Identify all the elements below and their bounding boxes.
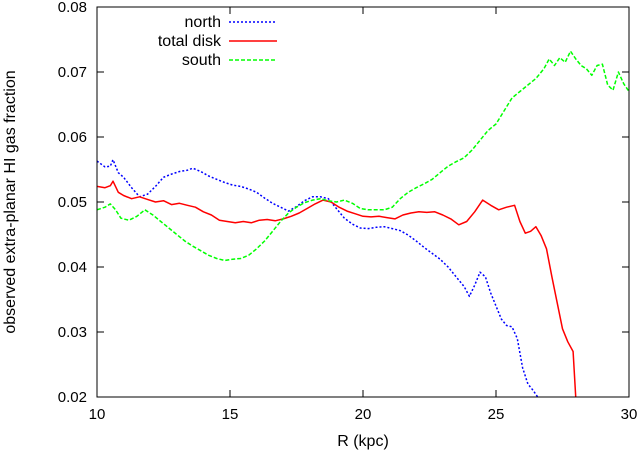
series-line-north: [97, 158, 539, 397]
x-tick-label: 25: [488, 406, 505, 423]
series-line-total-disk: [97, 180, 577, 397]
legend-label: south: [182, 52, 221, 69]
x-tick-label: 30: [621, 406, 638, 423]
x-axis-title: R (kpc): [337, 433, 389, 450]
series-line-south: [97, 50, 629, 262]
x-tick-label: 10: [89, 406, 106, 423]
y-tick-label: 0.07: [58, 64, 87, 81]
legend-label: total disk: [158, 33, 222, 50]
y-axis-title: observed extra-planar HI gas fraction: [2, 70, 19, 333]
y-tick-label: 0.05: [58, 194, 87, 211]
y-tick-label: 0.03: [58, 324, 87, 341]
y-tick-label: 0.06: [58, 129, 87, 146]
y-tick-label: 0.08: [58, 0, 87, 16]
legend: north total disk south: [158, 14, 277, 69]
plot-frame: [96, 6, 630, 398]
y-tick-label: 0.04: [58, 259, 87, 276]
x-tick-label: 20: [355, 406, 372, 423]
y-tick-label: 0.02: [58, 389, 87, 406]
legend-label: north: [185, 14, 221, 31]
ticks-layer: 10 15 20 25 30 0.02 0.03 0.04 0.05 0.06 0.07 0.08: [58, 0, 638, 423]
x-tick-label: 15: [222, 406, 239, 423]
series-layer: [97, 50, 629, 397]
